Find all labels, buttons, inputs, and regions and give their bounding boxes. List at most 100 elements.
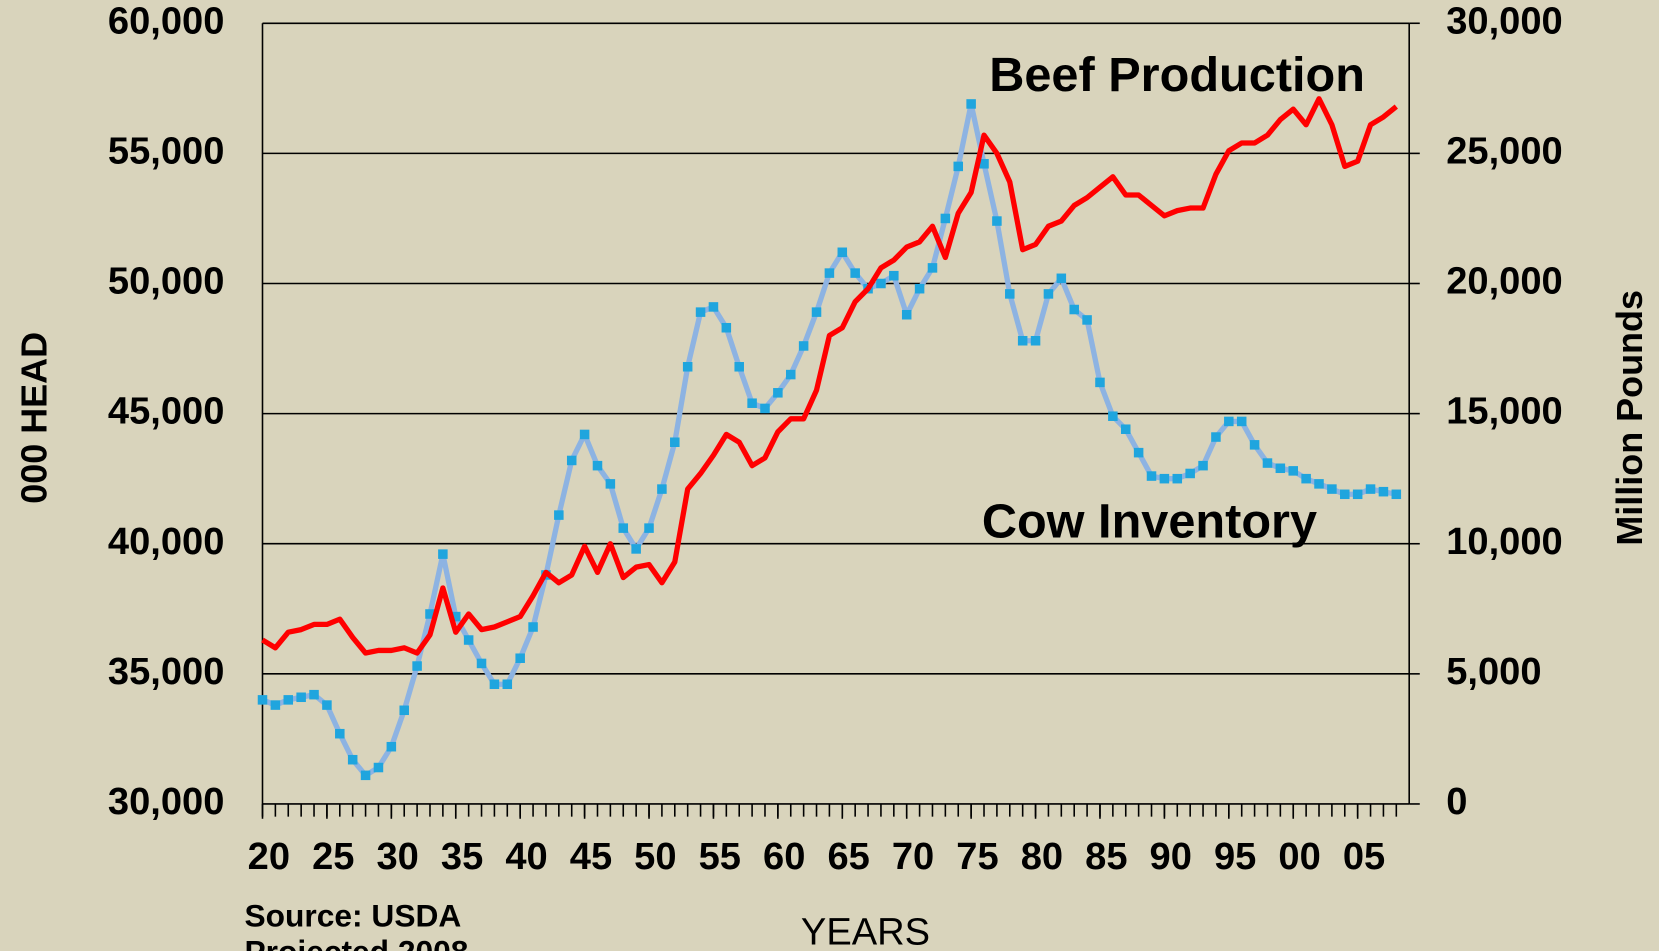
series-marker: [257, 695, 268, 705]
series-marker: [670, 437, 680, 448]
series-marker: [322, 700, 332, 710]
series-marker: [940, 213, 951, 224]
series-marker: [1030, 335, 1041, 346]
series-marker: [889, 270, 899, 281]
annotation: Beef Production: [989, 48, 1365, 102]
y2-tick-label: 30,000: [1446, 0, 1562, 42]
series-marker: [1082, 315, 1092, 325]
x-tick-label: 90: [1150, 836, 1192, 878]
series-marker: [682, 362, 693, 372]
series-marker: [554, 510, 564, 520]
series-marker: [566, 455, 577, 466]
series-marker: [1159, 473, 1170, 484]
x-tick-label: 60: [763, 836, 805, 878]
series-marker: [360, 770, 371, 781]
series-marker: [309, 689, 319, 700]
x-tick-label: 95: [1214, 836, 1256, 878]
series-marker: [1224, 416, 1234, 427]
series-marker: [927, 263, 938, 273]
series-marker: [631, 544, 641, 554]
series-marker: [966, 99, 976, 109]
series-marker: [489, 679, 500, 690]
series-marker: [798, 341, 809, 351]
y-tick-label: 40,000: [108, 521, 224, 563]
series-marker: [1378, 486, 1389, 497]
x-tick-label: 55: [699, 836, 741, 878]
series-marker: [1146, 471, 1157, 481]
series-marker: [992, 216, 1002, 226]
series-marker: [1108, 411, 1118, 421]
series-marker: [1365, 484, 1376, 494]
series-line: [261, 96, 1398, 656]
series-marker: [760, 403, 770, 414]
series-marker: [747, 398, 757, 408]
y2-axis-label: Million Pounds: [1609, 290, 1650, 546]
x-tick-label: 75: [956, 836, 998, 878]
x-tick-label: 40: [505, 836, 547, 878]
source-note: Source: USDA: [245, 898, 462, 934]
y-tick-label: 35,000: [108, 651, 224, 693]
series-marker: [901, 309, 912, 320]
y-tick-label: 55,000: [108, 130, 224, 172]
series-marker: [876, 278, 886, 289]
series-marker: [1301, 473, 1311, 484]
series-marker: [1327, 484, 1337, 494]
series-marker: [1095, 377, 1105, 388]
y2-tick-label: 25,000: [1446, 130, 1562, 172]
series-marker: [914, 283, 925, 294]
source-note: Projected 2008: [245, 934, 469, 951]
series-marker: [953, 161, 964, 172]
series-marker: [451, 611, 461, 622]
x-tick-label: 45: [570, 836, 612, 878]
y-tick-label: 60,000: [108, 0, 224, 42]
series-marker: [1352, 489, 1363, 500]
series-marker: [1211, 432, 1221, 442]
series-marker: [708, 302, 719, 312]
series-marker: [1043, 289, 1054, 299]
series-marker: [438, 549, 448, 559]
series-marker: [1120, 424, 1131, 434]
series-marker: [695, 307, 706, 317]
series-marker: [528, 622, 538, 632]
x-tick-label: 20: [248, 836, 290, 878]
y-tick-label: 50,000: [108, 261, 224, 303]
x-tick-label: 30: [377, 836, 419, 878]
y2-tick-label: 0: [1446, 781, 1467, 823]
y2-tick-label: 5,000: [1446, 651, 1541, 693]
y2-tick-label: 10,000: [1446, 521, 1562, 563]
series-marker: [335, 728, 345, 739]
x-axis-label: YEARS: [801, 912, 930, 951]
series-marker: [837, 247, 848, 258]
series-marker: [1340, 489, 1350, 500]
series-marker: [644, 523, 654, 533]
series-marker: [773, 388, 783, 398]
series-marker: [579, 429, 590, 440]
series-marker: [1262, 458, 1273, 468]
series-marker: [515, 653, 525, 663]
series-marker: [618, 523, 629, 533]
series-marker: [412, 661, 422, 671]
series-marker: [1391, 489, 1402, 500]
x-tick-label: 05: [1343, 836, 1385, 878]
series-marker: [1288, 466, 1298, 476]
series-marker: [502, 679, 513, 690]
series-marker: [1249, 440, 1260, 450]
series-marker: [425, 609, 435, 619]
y-tick-label: 45,000: [108, 391, 224, 433]
series-marker: [270, 700, 281, 710]
y2-tick-label: 15,000: [1446, 391, 1562, 433]
series-marker: [347, 754, 358, 765]
x-tick-label: 00: [1278, 836, 1320, 878]
y-tick-label: 30,000: [108, 781, 224, 823]
series-marker: [592, 460, 603, 471]
series-marker: [850, 268, 860, 278]
series-marker: [283, 695, 294, 705]
annotation: Cow Inventory: [982, 494, 1317, 548]
series-marker: [296, 692, 306, 703]
series-marker: [1005, 289, 1015, 299]
series-marker: [721, 322, 732, 333]
series-marker: [1172, 473, 1183, 484]
series-marker: [373, 762, 384, 773]
x-tick-label: 85: [1085, 836, 1127, 878]
